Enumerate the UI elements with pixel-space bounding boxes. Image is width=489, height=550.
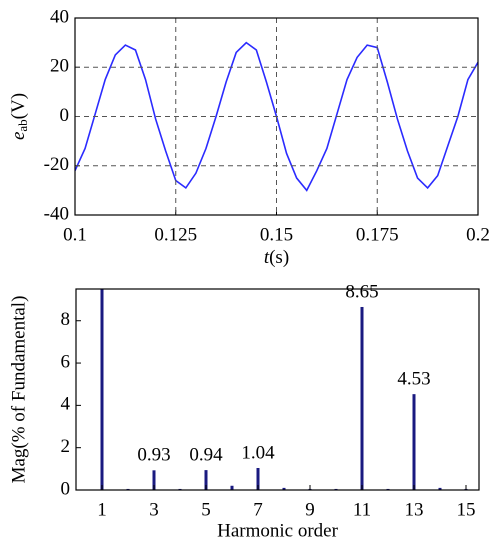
x-tick-label: 13 — [405, 499, 424, 520]
bar — [152, 470, 156, 490]
y-tick-label: -20 — [44, 154, 69, 175]
bar — [100, 289, 104, 490]
bar — [412, 394, 416, 490]
bar — [230, 485, 234, 490]
value-label: 0.93 — [137, 445, 170, 466]
x-axis-label: Harmonic order — [217, 520, 338, 541]
x-tick-label: 0.175 — [356, 224, 399, 245]
x-label-unit: (s) — [269, 247, 289, 268]
x-tick-label: 1 — [97, 499, 107, 520]
plot-frame — [75, 288, 480, 491]
x-tick-label: 0.15 — [260, 224, 293, 245]
x-tick-label: 15 — [457, 499, 476, 520]
y-label-symbol: e — [8, 132, 29, 140]
x-tick-label: 7 — [253, 499, 263, 520]
x-tick-label: 9 — [305, 499, 315, 520]
x-tick-label: 0.125 — [154, 224, 197, 245]
bar — [360, 306, 364, 490]
x-tick-label: 11 — [353, 499, 371, 520]
y-tick-label: 8 — [61, 309, 71, 330]
y-tick-label: 40 — [50, 6, 69, 27]
x-tick-label: 5 — [201, 499, 211, 520]
x-tick-label: 3 — [149, 499, 159, 520]
y-label-unit: (V) — [8, 93, 29, 119]
bar — [282, 487, 286, 490]
x-tick-label: 0.1 — [63, 224, 87, 245]
y-tick-label: -40 — [44, 203, 69, 224]
value-label: 0.94 — [189, 444, 223, 465]
value-label: 4.53 — [397, 369, 430, 390]
x-tick-label: 0.2 — [466, 224, 489, 245]
y-axis-label: Mag(% of Fundamental) — [8, 296, 29, 484]
x-axis-label: t(s) — [264, 247, 289, 268]
value-label: 1.04 — [241, 442, 275, 463]
y-tick-label: 6 — [61, 351, 71, 372]
value-label: 8.65 — [345, 281, 378, 302]
y-tick-label: 0 — [60, 105, 70, 126]
y-label-subscript: ab — [15, 119, 30, 131]
x-label-symbol: t — [264, 247, 270, 268]
bar — [438, 487, 442, 490]
y-tick-label: 0 — [61, 478, 71, 499]
y-tick-label: 20 — [50, 56, 69, 77]
y-tick-label: 2 — [61, 436, 71, 457]
bar — [204, 470, 208, 490]
y-axis-label: eab(V) — [8, 93, 30, 140]
plot-frame — [74, 17, 479, 216]
y-tick-label: 4 — [61, 394, 71, 415]
bar — [256, 467, 260, 490]
